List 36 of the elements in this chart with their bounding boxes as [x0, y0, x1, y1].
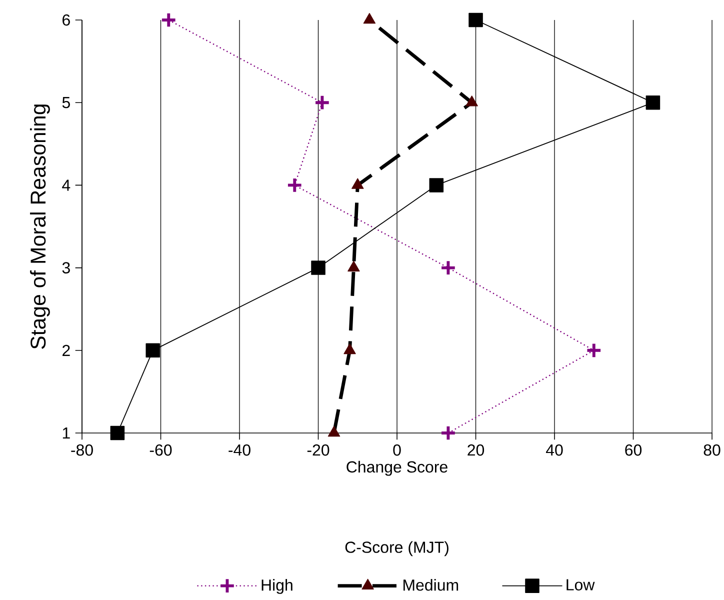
x-tick-label: 40	[546, 444, 563, 456]
x-tick-label: -20	[307, 444, 330, 456]
point	[586, 342, 602, 359]
legend-label: Medium	[404, 579, 458, 591]
x-tick-label: -80	[71, 444, 93, 456]
y-tick-label: 2	[62, 344, 70, 356]
point	[429, 178, 444, 192]
y-tick-label: 5	[62, 97, 70, 108]
point	[110, 426, 125, 440]
point	[160, 12, 177, 28]
point	[466, 96, 478, 106]
x-axis-title: Change Score	[346, 460, 448, 476]
y-tick-label: 3	[62, 262, 70, 274]
x-tick-label: 20	[468, 444, 484, 456]
point	[146, 343, 160, 358]
x-tick-label: -60	[150, 444, 172, 456]
x-tick-label: 80	[704, 444, 720, 456]
y-tick-label: 6	[62, 14, 70, 26]
point	[311, 260, 326, 275]
y-axis-title: Stage of Moral Reasoning	[30, 104, 50, 349]
x-tick-label: 0	[393, 444, 401, 456]
point	[286, 177, 303, 194]
legend-label: High	[262, 579, 292, 594]
point	[363, 13, 376, 24]
point	[352, 178, 364, 189]
x-tick-label: 60	[625, 444, 642, 456]
point	[440, 260, 456, 276]
point	[314, 94, 330, 111]
y-tick-label: 1	[62, 428, 70, 439]
point	[646, 95, 660, 110]
x-tick-label: -40	[228, 444, 250, 456]
legend-title: C-Score (MJT)	[345, 541, 448, 556]
point	[440, 424, 456, 442]
y-tick-label: 4	[62, 180, 70, 191]
legend-label: Low	[566, 579, 595, 590]
point	[468, 12, 483, 28]
